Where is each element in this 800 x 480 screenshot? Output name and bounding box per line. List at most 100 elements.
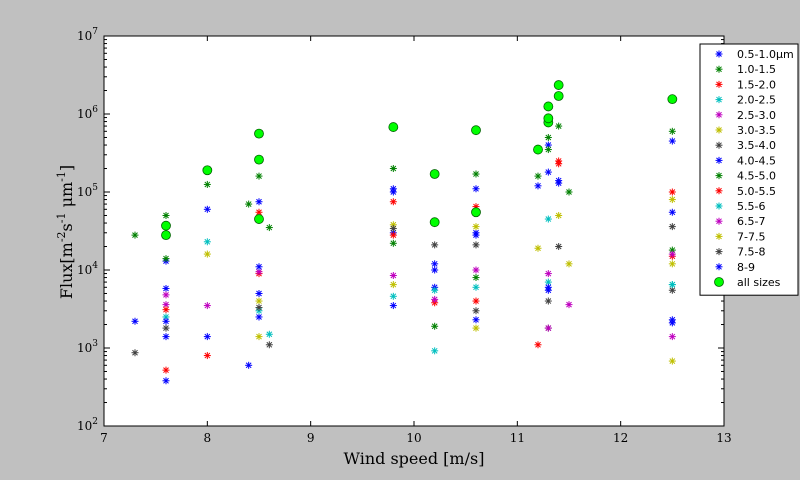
legend-entry-label: 0.5-1.0μm [737,48,794,61]
legend-entry-label: 3.0-3.5 [737,124,776,137]
data-point-star [255,289,263,297]
plot-area [104,36,724,426]
y-tick-label: 106 [77,105,98,121]
data-point-star [255,263,263,271]
y-tick-label: 104 [77,261,98,277]
x-axis-label: Wind speed [m/s] [344,449,485,468]
legend: 0.5-1.0μm 1.0-1.5 1.5-2.0 2.0-2.5 2.5-3.0 3.0… [699,43,799,296]
data-point-star [534,244,542,252]
data-point-star [472,185,480,193]
axis-ticks: 7 8 9 10 11 12 13 102 103 104 105 106 107 [77,27,732,445]
data-point-star [472,266,480,274]
data-point-star [389,225,397,233]
data-layer [131,80,678,385]
data-point-star [544,297,552,305]
data-point-star [203,238,211,246]
x-tick-label: 7 [100,431,108,445]
data-point-star [668,223,676,231]
data-point-star [668,250,676,258]
data-point-star [668,208,676,216]
data-point-all-sizes [161,220,171,231]
legend-entry-label: 7-7.5 [737,230,765,243]
data-point-star [472,307,480,315]
data-point-star [203,180,211,188]
legend-marker [715,156,723,164]
data-point-star [555,211,563,219]
legend-marker [714,277,724,287]
data-point-star [544,133,552,141]
data-point-all-sizes [533,144,543,155]
data-point-star [265,224,273,232]
data-point-all-sizes [667,94,678,105]
data-point-star [162,255,170,263]
data-point-all-sizes [429,217,440,228]
data-point-star [389,239,397,247]
data-point-star [162,377,170,385]
data-point-star [203,333,211,341]
data-point-star [472,297,480,305]
data-point-star [162,366,170,374]
data-point-star [668,196,676,204]
data-point-star [472,324,480,332]
data-point-star [668,357,676,365]
data-point-star [389,302,397,310]
data-point-star [131,349,139,357]
data-point-all-sizes [553,80,564,90]
data-point-star [472,283,480,291]
data-point-all-sizes [471,125,481,136]
data-point-star [389,198,397,206]
legend-box [699,43,799,296]
y-tick-label: 102 [77,417,98,433]
data-point-all-sizes [429,169,440,179]
data-point-star [255,304,263,312]
data-point-star [472,274,480,282]
y-axis-label: Flux[m-2s-1 μm-1] [55,165,76,299]
data-point-star [162,284,170,292]
data-point-star [565,188,573,196]
legend-entry-label: all sizes [737,276,781,289]
legend-entry-label: 8-9 [737,261,755,274]
x-tick-label: 8 [204,431,212,445]
data-point-star [431,241,439,249]
data-point-star [131,317,139,325]
data-point-star [668,319,676,327]
data-point-star [565,301,573,309]
data-point-star [544,270,552,278]
legend-marker [715,96,723,104]
data-point-all-sizes [254,154,264,165]
data-point-star [389,185,397,193]
data-point-star [255,313,263,321]
legend-entry-label: 5.0-5.5 [737,185,776,198]
data-point-star [245,200,253,208]
legend-marker [715,80,723,88]
data-point-star [389,165,397,173]
data-point-star [131,231,139,239]
y-tick-label: 103 [77,339,98,355]
data-point-all-sizes [543,101,554,112]
legend-entry-label: 7.5-8 [737,246,765,259]
data-point-star [162,324,170,332]
data-point-all-sizes [388,122,399,132]
data-point-star [668,260,676,268]
data-point-star [544,146,552,154]
data-point-star [472,316,480,324]
legend-marker [715,111,723,119]
legend-entry-label: 3.5-4.0 [737,139,776,152]
data-point-star [668,281,676,289]
data-point-star [265,341,273,349]
data-point-star [265,330,273,338]
legend-marker [715,172,723,180]
legend-entry-label: 1.0-1.5 [737,63,776,76]
data-point-star [555,122,563,130]
data-point-star [431,322,439,330]
data-point-star [162,211,170,219]
data-point-star [255,333,263,341]
data-point-star [555,160,563,168]
data-point-star [431,347,439,355]
legend-marker [715,248,723,256]
data-point-star [544,215,552,223]
legend-marker [715,187,723,195]
data-point-star [555,177,563,185]
x-tick-label: 9 [307,431,315,445]
